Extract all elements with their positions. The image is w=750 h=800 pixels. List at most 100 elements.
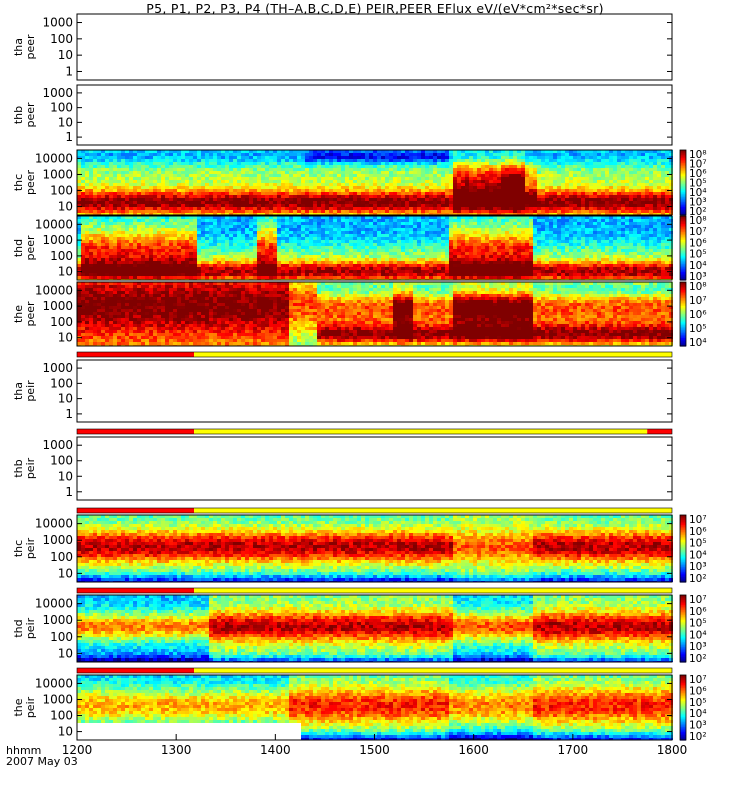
y-tick-label: 10 [58,48,73,62]
y-axis-label: peir [24,380,37,402]
colorbar-label: 10² [689,653,707,665]
status-segment [647,429,672,434]
colorbar-label: 10⁷ [689,295,707,307]
x-tick-label: 1500 [359,743,390,757]
y-tick-label: 100 [50,184,73,198]
y-tick-label: 100 [50,376,73,390]
y-tick-label: 10 [58,331,73,345]
status-bar-thd-peir [77,668,672,673]
colorbar-label: 10² [689,731,707,743]
y-tick-label: 1000 [42,86,73,100]
colorbar-label: 10² [689,573,707,585]
x-tick-label: 1300 [161,743,192,757]
y-tick-label: 1000 [42,233,73,247]
colorbar-label: 10⁷ [689,226,707,238]
y-tick-label: 1 [65,130,73,144]
status-segment [77,588,194,593]
colorbar-label: 10⁶ [689,309,707,321]
y-tick-label: 1000 [42,299,73,313]
y-tick-label: 100 [50,315,73,329]
colorbar-label: 10⁴ [689,337,707,349]
y-axis-label: peer [24,34,37,60]
colorbar-label: 10⁵ [689,249,707,261]
y-tick-label: 100 [50,101,73,115]
y-axis-label: peir [24,457,37,479]
status-segment [194,588,672,593]
status-segment [194,429,647,434]
x-tick-label: 1800 [657,743,688,757]
y-tick-label: 10000 [35,597,73,611]
colorbar-label: 10⁸ [689,281,707,293]
status-segment [77,429,194,434]
colorbar-label: 10⁶ [689,526,707,538]
y-tick-label: 10000 [35,676,73,690]
status-bar-the-peer [77,352,672,357]
status-segment [194,668,672,673]
y-tick-label: 10 [58,115,73,129]
panel-frame [77,14,672,80]
y-tick-label: 1000 [42,167,73,181]
colorbar-label: 10⁵ [689,538,707,550]
y-axis-label: peer [24,170,37,196]
colorbar-label: 10⁵ [689,697,707,709]
y-tick-label: 100 [50,630,73,644]
colorbar-label: 10³ [689,561,707,573]
colorbar-label: 10³ [689,720,707,732]
y-tick-label: 10000 [35,217,73,231]
y-axis-label: peir [24,696,37,718]
heatmap-thd-peer [77,216,673,280]
panel-frame [77,85,672,145]
heatmap-the-peir [77,675,673,740]
x-tick-label: 1400 [260,743,291,757]
y-tick-label: 1 [65,64,73,78]
y-tick-label: 1000 [42,361,73,375]
y-tick-label: 10000 [35,283,73,297]
status-segment [194,352,672,357]
heatmap-thc-peir [77,515,673,582]
y-axis-label: peer [24,235,37,261]
heatmap-thc-peer [77,150,673,215]
y-tick-label: 100 [50,454,73,468]
y-tick-label: 1 [65,485,73,499]
y-axis-label: peer [24,301,37,327]
colorbar-label: 10³ [689,641,707,653]
status-segment [77,508,194,513]
colorbar-label: 10⁷ [689,674,707,686]
colorbar-label: 10⁴ [689,260,707,272]
y-tick-label: 1 [65,407,73,421]
y-tick-label: 10 [58,265,73,279]
colorbar-label: 10⁶ [689,237,707,249]
heatmap-thd-peir [77,595,673,662]
x-tick-label: 1700 [558,743,589,757]
colorbar-label: 10⁵ [689,323,707,335]
y-tick-label: 100 [50,32,73,46]
colorbar-label: 10⁷ [689,594,707,606]
colorbar-label: 10⁴ [689,629,707,641]
y-tick-label: 100 [50,249,73,263]
status-bar-thc-peir [77,588,672,593]
colorbar-the-peer: 10⁸ 10⁷ 10⁶ 10⁵ 10⁴ [680,281,707,349]
y-tick-label: 10000 [35,151,73,165]
y-tick-label: 10 [58,725,73,739]
x-tick-label: 1600 [458,743,489,757]
y-tick-label: 1000 [42,16,73,30]
status-segment [77,352,194,357]
y-axis-label: peir [24,537,37,559]
panel-frame [77,360,672,422]
y-tick-label: 10 [58,392,73,406]
y-tick-label: 10 [58,566,73,580]
y-tick-label: 10 [58,200,73,214]
